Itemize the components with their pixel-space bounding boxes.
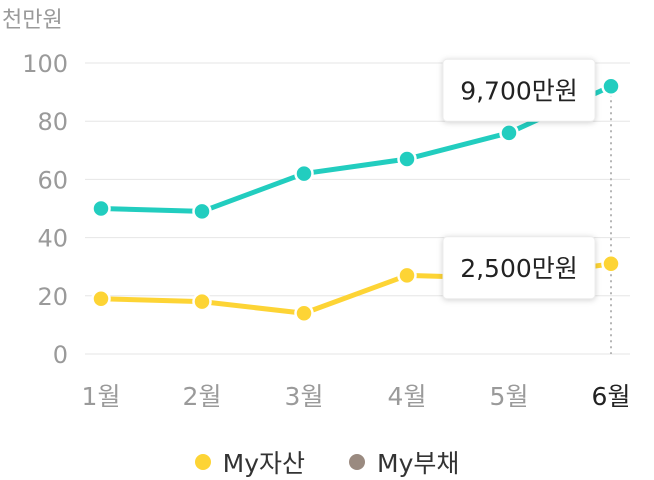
data-point xyxy=(294,303,314,324)
x-tick-label: 1월 xyxy=(82,382,121,411)
y-tick-label: 60 xyxy=(37,166,68,194)
data-point xyxy=(192,201,212,222)
data-point xyxy=(499,123,519,143)
data-point xyxy=(601,76,621,97)
data-point xyxy=(192,291,212,312)
data-point xyxy=(91,288,111,309)
y-tick-labels: 0 20 40 60 80 100 xyxy=(22,50,68,369)
legend-liabilities-dot xyxy=(349,454,365,470)
legend-liabilities-label: My부채 xyxy=(377,449,460,478)
callout-text: 2,500만원 xyxy=(460,254,578,283)
y-tick-label: 100 xyxy=(22,50,68,78)
data-point xyxy=(601,254,621,274)
legend-assets-dot xyxy=(194,454,211,470)
value-callout: 9,700만원 xyxy=(442,58,596,122)
value-callout: 2,500만원 xyxy=(442,236,596,300)
y-tick-label: 40 xyxy=(37,225,68,253)
data-point xyxy=(397,265,417,286)
legend-item-liabilities[interactable]: My부채 xyxy=(349,444,459,480)
x-tick-label: 4월 xyxy=(388,382,427,411)
series-line xyxy=(98,83,614,214)
y-tick-label: 80 xyxy=(37,108,68,136)
line-chart: 0 20 40 60 80 100 1월 2월 3월 4월 5월 6월 9,700만원 2,500만원 xyxy=(22,50,631,411)
x-tick-label: 5월 xyxy=(490,382,529,411)
x-tick-labels: 1월 2월 3월 4월 5월 6월 xyxy=(82,382,631,411)
y-axis-unit-label: 천만원 xyxy=(2,8,63,33)
x-tick-label: 6월 xyxy=(592,382,631,411)
legend: My자산 My부채 xyxy=(0,444,654,480)
x-tick-label: 3월 xyxy=(285,382,324,411)
value-callouts: 9,700만원 2,500만원 xyxy=(442,58,596,300)
callout-text: 9,700만원 xyxy=(460,76,578,105)
data-point xyxy=(397,149,417,169)
y-tick-label: 0 xyxy=(53,341,68,369)
data-point xyxy=(91,198,111,219)
callout-box xyxy=(442,58,596,122)
data-point xyxy=(294,163,314,184)
x-tick-label: 2월 xyxy=(183,382,222,411)
legend-item-assets[interactable]: My자산 xyxy=(194,444,305,480)
callout-box xyxy=(442,236,596,300)
legend-assets-label: My자산 xyxy=(222,449,305,478)
y-tick-label: 20 xyxy=(37,283,68,311)
